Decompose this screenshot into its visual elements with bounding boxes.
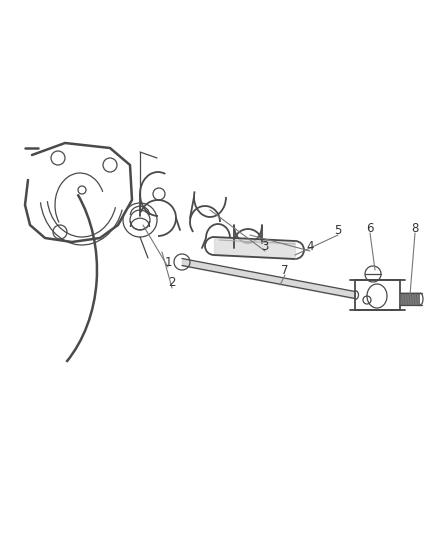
Bar — [354, 280, 399, 310]
Text: 8: 8 — [410, 222, 418, 235]
Text: 6: 6 — [365, 222, 373, 235]
Text: 7: 7 — [281, 263, 288, 277]
Text: 4: 4 — [306, 239, 313, 253]
Text: 2: 2 — [168, 277, 175, 289]
Text: 3: 3 — [261, 239, 268, 253]
Text: 1: 1 — [164, 255, 171, 269]
Text: 5: 5 — [334, 223, 341, 237]
